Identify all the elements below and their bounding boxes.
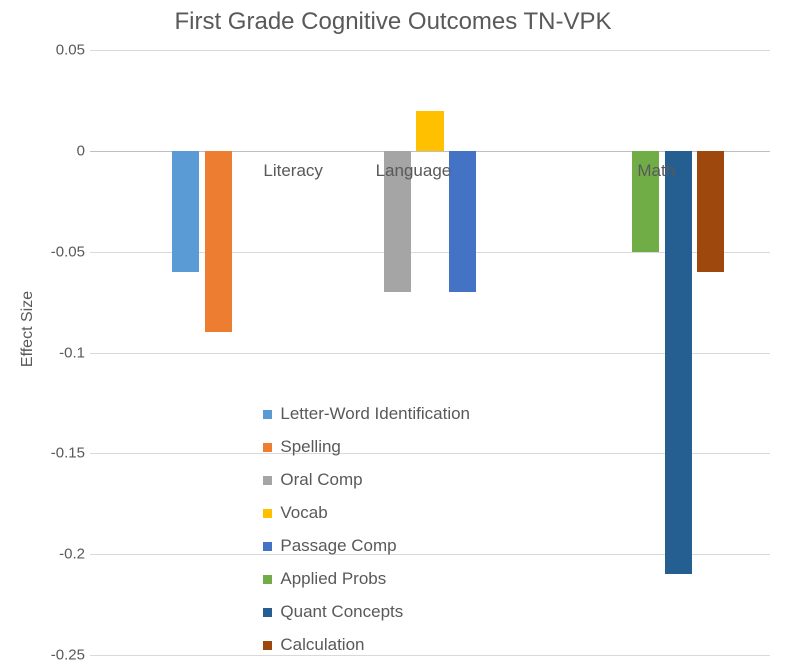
y-tick-label: -0.05 bbox=[35, 243, 85, 260]
legend: Letter-Word Identification Spelling Oral C… bbox=[263, 398, 470, 662]
legend-swatch bbox=[263, 509, 272, 518]
y-tick-label: -0.1 bbox=[35, 344, 85, 361]
bar-calc bbox=[697, 151, 724, 272]
legend-swatch bbox=[263, 575, 272, 584]
bar-letter_word bbox=[172, 151, 199, 272]
legend-swatch bbox=[263, 608, 272, 617]
group-label: Language bbox=[376, 161, 452, 181]
legend-label: Passage Comp bbox=[280, 536, 396, 556]
y-tick-label: -0.25 bbox=[35, 647, 85, 664]
bar-quant bbox=[665, 151, 692, 575]
legend-label: Oral Comp bbox=[280, 470, 362, 490]
legend-item: Spelling bbox=[263, 431, 470, 464]
legend-swatch bbox=[263, 443, 272, 452]
bar-vocab bbox=[416, 111, 443, 151]
legend-swatch bbox=[263, 476, 272, 485]
chart-container: First Grade Cognitive Outcomes TN-VPK Ef… bbox=[0, 0, 786, 658]
legend-item: Calculation bbox=[263, 629, 470, 662]
legend-swatch bbox=[263, 542, 272, 551]
legend-item: Vocab bbox=[263, 497, 470, 530]
legend-label: Vocab bbox=[280, 503, 327, 523]
legend-label: Quant Concepts bbox=[280, 602, 403, 622]
legend-swatch bbox=[263, 410, 272, 419]
chart-title: First Grade Cognitive Outcomes TN-VPK bbox=[0, 8, 786, 36]
legend-swatch bbox=[263, 641, 272, 650]
legend-label: Applied Probs bbox=[280, 569, 386, 589]
y-tick-label: -0.15 bbox=[35, 445, 85, 462]
legend-label: Calculation bbox=[280, 635, 364, 655]
legend-label: Spelling bbox=[280, 437, 341, 457]
group-label: Math bbox=[637, 161, 675, 181]
gridline bbox=[90, 50, 770, 51]
plot-area: 0.050-0.05-0.1-0.15-0.2-0.25LiteracyLang… bbox=[90, 50, 770, 655]
y-tick-label: -0.2 bbox=[35, 546, 85, 563]
legend-item: Quant Concepts bbox=[263, 596, 470, 629]
bar-passage bbox=[449, 151, 476, 292]
legend-item: Passage Comp bbox=[263, 530, 470, 563]
legend-item: Letter-Word Identification bbox=[263, 398, 470, 431]
group-label: Literacy bbox=[263, 161, 323, 181]
legend-item: Oral Comp bbox=[263, 464, 470, 497]
bar-spelling bbox=[205, 151, 232, 333]
y-tick-label: 0.05 bbox=[35, 42, 85, 59]
y-tick-label: 0 bbox=[35, 142, 85, 159]
legend-label: Letter-Word Identification bbox=[280, 404, 470, 424]
legend-item: Applied Probs bbox=[263, 563, 470, 596]
